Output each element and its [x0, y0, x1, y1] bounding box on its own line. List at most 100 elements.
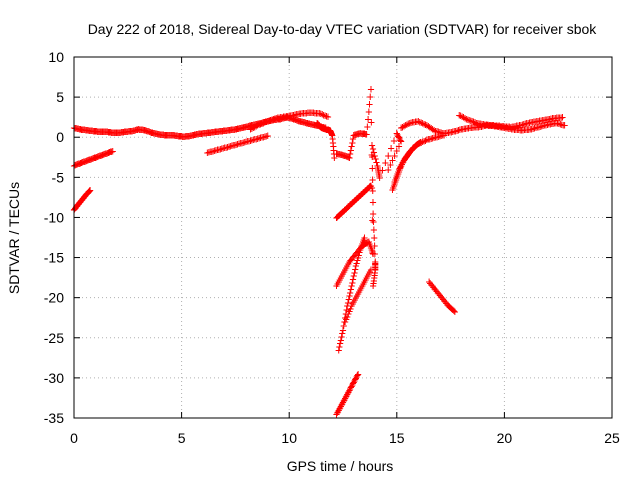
data-point: + — [438, 125, 445, 139]
data-point: + — [337, 206, 344, 220]
data-point: + — [82, 188, 89, 202]
data-point: + — [225, 123, 232, 137]
data-point: + — [335, 403, 342, 417]
data-point: + — [367, 179, 374, 193]
data-point: + — [500, 119, 507, 133]
data-point: + — [113, 125, 120, 139]
data-point: + — [314, 118, 321, 132]
data-point: + — [390, 180, 397, 194]
data-point: + — [333, 146, 340, 160]
data-point: + — [521, 123, 528, 137]
data-point: + — [329, 128, 336, 142]
data-point: + — [336, 208, 343, 222]
data-point: + — [304, 106, 311, 120]
data-point: + — [523, 116, 530, 130]
data-point: + — [487, 118, 494, 132]
data-point: + — [393, 126, 400, 140]
data-point: + — [433, 130, 440, 144]
data-point: + — [344, 299, 351, 313]
data-point: + — [555, 111, 562, 125]
data-point: + — [532, 114, 539, 128]
data-point: + — [297, 114, 304, 128]
data-point: + — [443, 296, 450, 310]
data-point: + — [99, 147, 106, 161]
data-point: + — [364, 182, 371, 196]
data-point: + — [338, 329, 345, 343]
data-point: + — [479, 117, 486, 131]
data-point: + — [321, 122, 328, 136]
data-point: + — [72, 200, 79, 214]
data-point: + — [183, 129, 190, 143]
data-point: + — [525, 122, 532, 136]
data-point: + — [364, 120, 371, 134]
data-point: + — [329, 135, 336, 149]
data-point: + — [261, 115, 268, 129]
data-point: + — [103, 146, 110, 160]
data-point: + — [519, 117, 526, 131]
data-point: + — [172, 128, 179, 142]
data-point: + — [350, 269, 357, 283]
data-point: + — [358, 240, 365, 254]
data-point: + — [405, 147, 412, 161]
data-point: + — [258, 116, 265, 130]
data-point: + — [543, 112, 550, 126]
data-point: + — [371, 231, 378, 245]
data-point: + — [303, 106, 310, 120]
data-point: + — [371, 239, 378, 253]
data-point: + — [301, 115, 308, 129]
data-point: + — [416, 136, 423, 150]
data-point: + — [358, 239, 365, 253]
data-point: + — [230, 138, 237, 152]
data-point: + — [410, 115, 417, 129]
data-point: + — [354, 367, 361, 381]
data-point: + — [498, 120, 505, 134]
data-point: + — [78, 193, 85, 207]
data-point: + — [317, 119, 324, 133]
plot-frame — [73, 56, 613, 419]
data-point: + — [396, 161, 403, 175]
data-point: + — [392, 172, 399, 186]
data-point: + — [413, 138, 420, 152]
series-baseline-right: ++++++++++++++++++++++++++++++++++++++++… — [397, 114, 568, 140]
data-point: + — [260, 115, 267, 129]
data-point: + — [178, 129, 185, 143]
data-point: + — [353, 245, 360, 259]
data-point: + — [97, 148, 104, 162]
data-point: + — [339, 148, 346, 162]
data-point: + — [361, 275, 368, 289]
data-point: + — [204, 145, 211, 159]
data-point: + — [248, 121, 255, 135]
data-point: + — [317, 107, 324, 121]
data-point: + — [333, 407, 340, 421]
data-point: + — [223, 123, 230, 137]
data-point: + — [227, 123, 234, 137]
data-point: + — [471, 120, 478, 134]
data-point: + — [286, 111, 293, 125]
data-point: + — [87, 183, 94, 197]
data-point: + — [347, 197, 354, 211]
data-point: + — [415, 136, 422, 150]
data-point: + — [145, 124, 152, 138]
data-point: + — [295, 114, 302, 128]
data-point: + — [241, 120, 248, 134]
data-point: + — [441, 128, 448, 142]
data-point: + — [307, 105, 314, 119]
data-point: + — [534, 114, 541, 128]
data-point: + — [189, 128, 196, 142]
data-point: + — [538, 119, 545, 133]
data-point: + — [339, 326, 346, 340]
data-point: + — [205, 145, 212, 159]
data-point: + — [283, 109, 290, 123]
data-point: + — [349, 376, 356, 390]
data-point: + — [76, 195, 83, 209]
data-point: + — [345, 150, 352, 164]
data-point: + — [375, 166, 382, 180]
data-point: + — [346, 304, 353, 318]
data-point: + — [462, 121, 469, 135]
data-point: + — [409, 142, 416, 156]
data-point: + — [291, 112, 298, 126]
data-point: + — [293, 113, 300, 127]
data-point: + — [351, 293, 358, 307]
data-point: + — [431, 281, 438, 295]
data-point: + — [404, 148, 411, 162]
